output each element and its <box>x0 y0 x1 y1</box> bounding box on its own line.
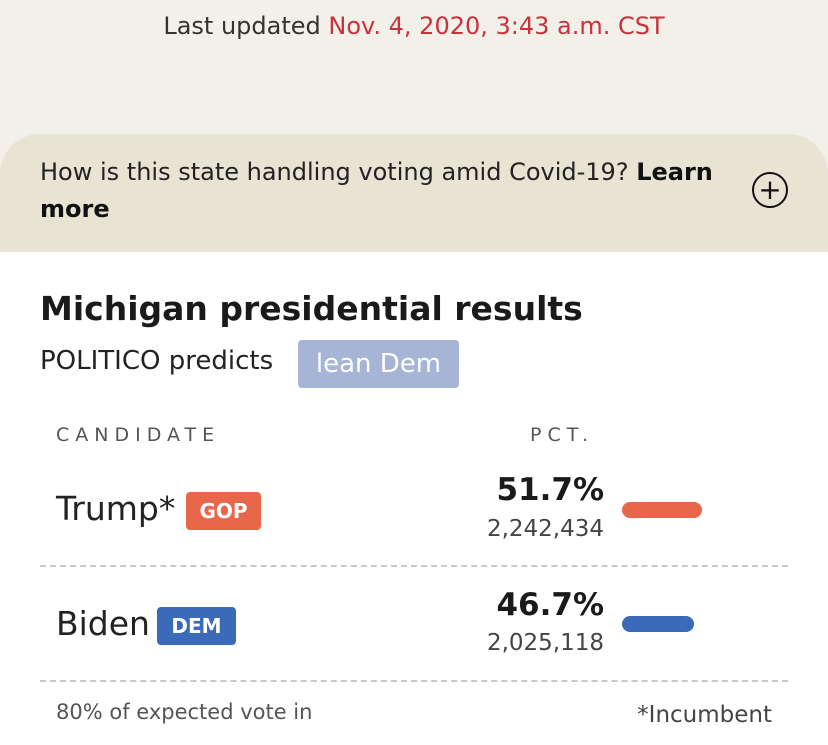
covid-question: How is this state handling voting amid C… <box>40 158 629 186</box>
results-title: Michigan presidential results <box>40 289 583 328</box>
row-divider <box>40 565 788 567</box>
last-updated-time: Nov. 4, 2020, 3:43 a.m. CST <box>328 12 665 40</box>
results-card <box>0 252 828 745</box>
column-header-pct: PCT. <box>530 424 595 446</box>
expected-vote-note: 80% of expected vote in <box>56 700 313 724</box>
party-badge-dem: DEM <box>157 607 236 645</box>
votes-trump: 2,242,434 <box>486 516 604 542</box>
party-badge-gop: GOP <box>186 492 261 530</box>
candidate-name-biden: Biden <box>56 604 150 643</box>
last-updated: Last updated Nov. 4, 2020, 3:43 a.m. CST <box>0 12 828 40</box>
incumbent-note: *Incumbent <box>637 702 772 728</box>
last-updated-label: Last updated <box>163 12 321 40</box>
plus-circle-icon[interactable]: + <box>752 172 788 208</box>
pct-biden: 46.7% <box>496 587 604 623</box>
vote-bar-biden <box>622 616 695 632</box>
covid-info-panel[interactable] <box>0 134 828 274</box>
prediction-badge: lean Dem <box>298 340 459 388</box>
column-header-candidate: CANDIDATE <box>56 424 221 446</box>
row-divider <box>40 680 788 682</box>
covid-info-text: How is this state handling voting amid C… <box>40 154 730 228</box>
predicts-label: POLITICO predicts <box>40 346 274 376</box>
votes-biden: 2,025,118 <box>486 630 604 656</box>
pct-trump: 51.7% <box>496 472 604 508</box>
candidate-name-trump: Trump* <box>56 489 176 528</box>
vote-bar-trump <box>622 502 702 518</box>
learn-more-link[interactable]: Learn more <box>40 158 713 223</box>
